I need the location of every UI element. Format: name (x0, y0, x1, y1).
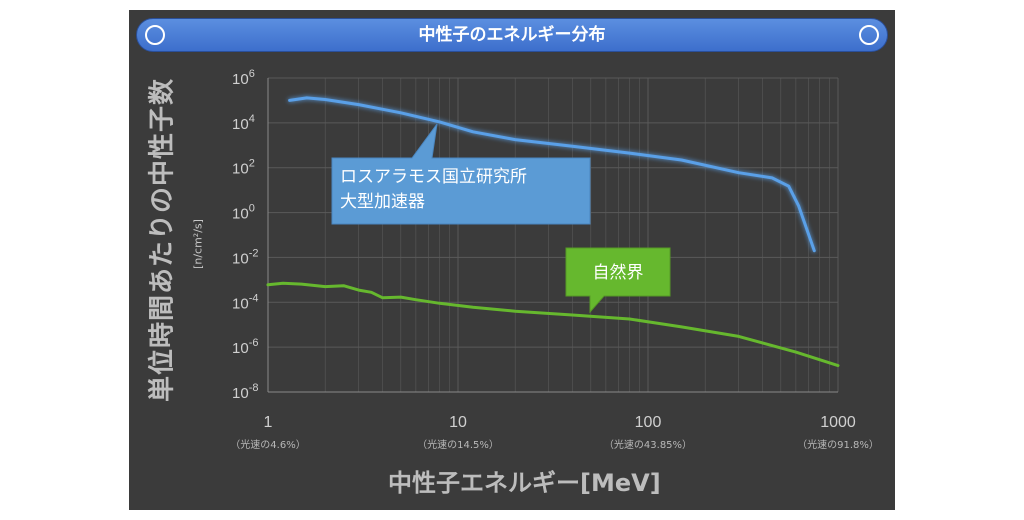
series-line-nature (266, 281, 840, 368)
y-tick-label: 10-4 (232, 292, 258, 312)
callout-accelerator-box (331, 123, 591, 225)
x-tick-label: 10 (449, 414, 467, 431)
x-tick-sublabel: （光速の14.5%） (417, 438, 499, 451)
callout-nature-box (565, 247, 671, 314)
circle-icon (145, 25, 165, 45)
series-line-accelerator (288, 96, 816, 253)
x-tick-sublabel: （光速の4.6%） (230, 438, 305, 451)
y-tick-label: 104 (232, 113, 255, 133)
circle-icon (859, 25, 879, 45)
x-tick-label: 1000 (820, 414, 856, 431)
y-tick-label: 10-8 (232, 382, 258, 402)
y-tick-label: 100 (232, 203, 255, 223)
y-tick-label: 10-6 (232, 337, 258, 357)
callout-nature-text: 自然界 (593, 263, 644, 283)
y-tick-label: 102 (232, 158, 255, 178)
chart-title: 中性子のエネルギー分布 (418, 25, 606, 45)
y-tick-label: 106 (232, 68, 255, 88)
x-tick-sublabel: （光速の91.8%） (797, 438, 879, 451)
x-axis-label: 中性子エネルギー[MeV] (388, 469, 661, 497)
callout-accelerator-text: ロスアラモス国立研究所 (340, 167, 527, 187)
title-bar: 中性子のエネルギー分布 (136, 18, 888, 52)
x-tick-label: 1 (264, 414, 273, 431)
x-tick-label: 100 (635, 414, 662, 431)
chart-panel (129, 10, 895, 510)
y-tick-label: 10-2 (232, 247, 258, 267)
x-tick-sublabel: （光速の43.85%） (604, 438, 692, 451)
callout-accelerator-text: 大型加速器 (340, 192, 425, 212)
